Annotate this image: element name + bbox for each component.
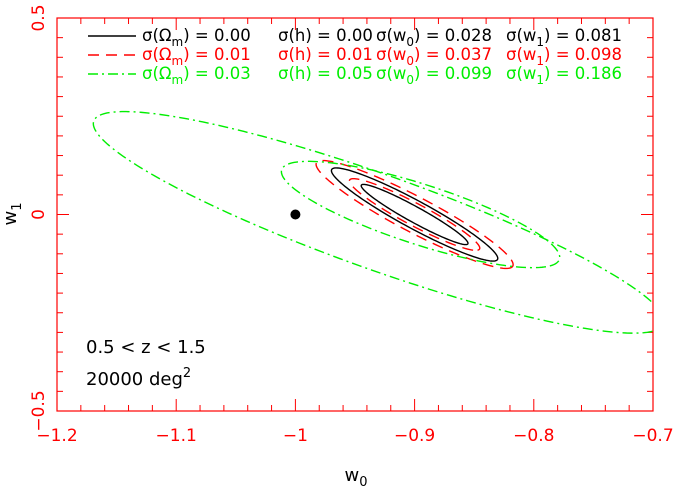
legend-w1-text: σ(w1) = 0.186 bbox=[506, 64, 622, 87]
y-tick-labels: −0.5 0 0.5 bbox=[29, 4, 49, 431]
y-axis-title: w1 bbox=[0, 202, 25, 225]
axis-ticks bbox=[56, 17, 654, 412]
legend-omega-text: σ(Ωm) = 0.01 bbox=[142, 45, 251, 68]
x-tick-label: −1.2 bbox=[36, 426, 77, 446]
area-annotation: 20000 deg2 bbox=[86, 366, 191, 390]
x-tick-label: −0.7 bbox=[632, 426, 673, 446]
y-tick-label: 0.5 bbox=[29, 4, 49, 31]
y-tick-label: 0 bbox=[29, 209, 49, 220]
x-axis-title: w0 bbox=[344, 465, 367, 490]
contour-line bbox=[280, 160, 561, 269]
fiducial-point bbox=[290, 209, 301, 220]
legend-w1-text: σ(w1) = 0.081 bbox=[506, 26, 622, 49]
legend-omega-text: σ(Ωm) = 0.03 bbox=[142, 64, 251, 87]
legend-w0-text: σ(w0) = 0.028 bbox=[376, 26, 492, 49]
legend-entry: σ(Ωm) = 0.00 σ(h) = 0.00 σ(w0) = 0.028 σ… bbox=[88, 26, 622, 49]
y-tick-label: −0.5 bbox=[29, 390, 49, 431]
x-tick-label: −0.9 bbox=[394, 426, 435, 446]
contour-line bbox=[315, 159, 514, 270]
contour-curves bbox=[92, 110, 653, 334]
x-tick-labels: −1.2 −1.1 −1 −0.9 −0.8 −0.7 bbox=[36, 426, 673, 446]
legend-h-text: σ(h) = 0.01 bbox=[278, 45, 373, 64]
redshift-annotation: 0.5 < z < 1.5 bbox=[86, 337, 206, 358]
legend-h-text: σ(h) = 0.05 bbox=[278, 64, 373, 83]
legend-h-text: σ(h) = 0.00 bbox=[278, 26, 373, 45]
legend-entry: σ(Ωm) = 0.03 σ(h) = 0.05 σ(w0) = 0.099 σ… bbox=[88, 64, 622, 87]
contour-line bbox=[348, 177, 481, 252]
legend-entry: σ(Ωm) = 0.01 σ(h) = 0.01 σ(w0) = 0.037 σ… bbox=[88, 45, 622, 68]
contour-line bbox=[360, 183, 469, 246]
contour-line bbox=[330, 167, 499, 262]
x-tick-label: −1 bbox=[283, 426, 308, 446]
x-tick-label: −0.8 bbox=[513, 426, 554, 446]
contour-line bbox=[92, 110, 653, 334]
x-tick-label: −1.1 bbox=[156, 426, 197, 446]
legend-w0-text: σ(w0) = 0.099 bbox=[376, 64, 492, 87]
legend-omega-text: σ(Ωm) = 0.00 bbox=[142, 26, 251, 49]
legend: σ(Ωm) = 0.00 σ(h) = 0.00 σ(w0) = 0.028 σ… bbox=[88, 26, 622, 87]
legend-w1-text: σ(w1) = 0.098 bbox=[506, 45, 622, 68]
legend-w0-text: σ(w0) = 0.037 bbox=[376, 45, 492, 68]
